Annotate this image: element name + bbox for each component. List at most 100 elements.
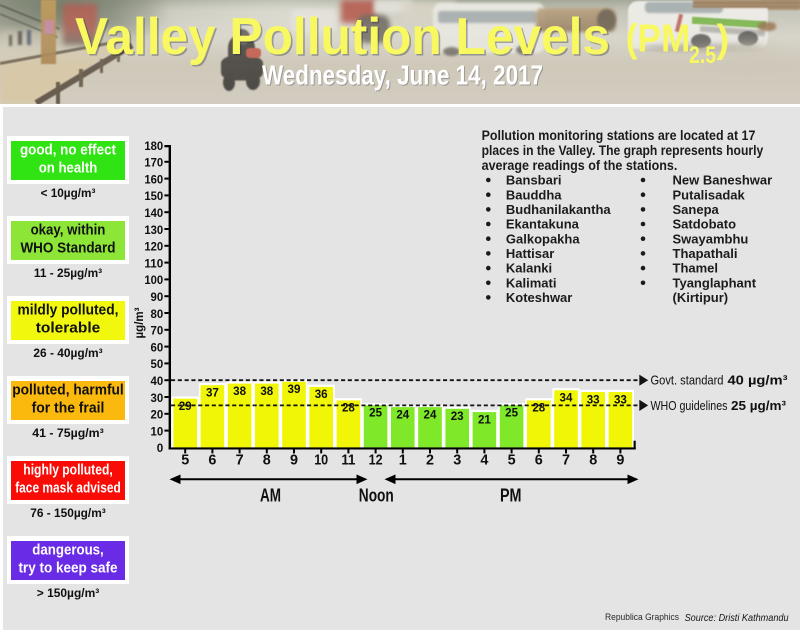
svg-text:2.5: 2.5 — [689, 42, 716, 69]
svg-text:160: 160 — [144, 172, 163, 186]
svg-text:(PM: (PM — [626, 18, 691, 61]
svg-text:180: 180 — [144, 139, 163, 153]
svg-text:11 - 25µg/m³: 11 - 25µg/m³ — [34, 266, 102, 280]
svg-text:Satdobato: Satdobato — [673, 217, 737, 232]
svg-text:38: 38 — [260, 385, 273, 398]
svg-text:11: 11 — [341, 452, 355, 468]
svg-text:36: 36 — [315, 388, 328, 401]
svg-text:41 - 75µg/m³: 41 - 75µg/m³ — [32, 426, 104, 440]
svg-text:5: 5 — [508, 452, 516, 468]
svg-text:AM: AM — [260, 486, 281, 506]
svg-text:90: 90 — [151, 290, 164, 304]
svg-text:6: 6 — [208, 452, 216, 468]
svg-text:170: 170 — [144, 156, 163, 170]
svg-text:30: 30 — [151, 391, 164, 405]
svg-text:highly polluted,: highly polluted, — [23, 463, 112, 479]
svg-text:Hattisar: Hattisar — [506, 246, 554, 261]
svg-text:Kalimati: Kalimati — [506, 275, 557, 290]
svg-text:Pollution monitoring stations: Pollution monitoring stations are locate… — [482, 128, 756, 143]
svg-text:3: 3 — [453, 452, 461, 468]
svg-text:33: 33 — [587, 393, 600, 406]
svg-text:Kalanki: Kalanki — [506, 261, 552, 276]
svg-text:Noon: Noon — [359, 486, 394, 506]
svg-text:WHO guidelines: WHO guidelines — [651, 399, 728, 413]
svg-text:8: 8 — [589, 452, 597, 468]
svg-text:140: 140 — [144, 206, 163, 220]
svg-text:23: 23 — [451, 410, 464, 423]
svg-text:4: 4 — [480, 452, 488, 468]
svg-text:37: 37 — [206, 387, 219, 400]
svg-text:39: 39 — [288, 383, 301, 396]
svg-text:mildly polluted,: mildly polluted, — [18, 303, 119, 319]
svg-text:µg/m³: µg/m³ — [132, 308, 146, 339]
svg-text:80: 80 — [151, 307, 164, 321]
svg-text:12: 12 — [369, 452, 383, 468]
svg-text:33: 33 — [614, 393, 627, 406]
svg-text:Valley Pollution Levels: Valley Pollution Levels — [77, 9, 612, 67]
svg-text:Putalisadak: Putalisadak — [673, 187, 746, 202]
svg-text:Wednesday, June 14, 2017: Wednesday, June 14, 2017 — [262, 60, 543, 91]
svg-text:76 - 150µg/m³: 76 - 150µg/m³ — [30, 506, 106, 520]
svg-text:places in the Valley. The grap: places in the Valley. The graph represen… — [482, 143, 764, 158]
svg-text:2: 2 — [426, 452, 434, 468]
svg-text:New Baneshwar: New Baneshwar — [673, 173, 773, 188]
svg-text:tolerable: tolerable — [36, 320, 101, 336]
svg-text:Koteshwar: Koteshwar — [506, 290, 572, 305]
svg-text:Republica Graphics: Republica Graphics — [605, 612, 679, 623]
svg-text:> 150µg/m³: > 150µg/m³ — [37, 586, 100, 600]
svg-text:50: 50 — [151, 357, 164, 371]
svg-text:60: 60 — [151, 340, 164, 354]
svg-text:38: 38 — [233, 385, 246, 398]
svg-text:Wednesday, June 14, 2017: Wednesday, June 14, 2017 — [263, 61, 544, 92]
svg-text:28: 28 — [532, 402, 545, 415]
svg-text:9: 9 — [290, 452, 298, 468]
svg-text:good, no effect: good, no effect — [20, 143, 116, 159]
svg-text:150: 150 — [144, 189, 163, 203]
svg-text:25: 25 — [505, 407, 518, 420]
svg-text:Thamel: Thamel — [673, 261, 719, 276]
svg-text:10: 10 — [314, 452, 328, 468]
svg-text:7: 7 — [236, 452, 244, 468]
svg-text:34: 34 — [560, 392, 573, 405]
svg-text:Source: Dristi Kathmandu: Source: Dristi Kathmandu — [685, 613, 789, 624]
svg-text:PM: PM — [500, 486, 522, 506]
svg-text:Bauddha: Bauddha — [506, 187, 562, 202]
svg-text:10: 10 — [151, 424, 164, 438]
svg-text:(Kirtipur): (Kirtipur) — [673, 290, 729, 305]
svg-text:25: 25 — [369, 407, 382, 420]
svg-text:9: 9 — [616, 452, 624, 468]
svg-text:face mask advised: face mask advised — [15, 480, 121, 496]
svg-text:for the frail: for the frail — [32, 400, 105, 416]
svg-text:Galkopakha: Galkopakha — [506, 231, 580, 246]
svg-text:120: 120 — [144, 240, 163, 254]
svg-text:28: 28 — [342, 402, 355, 415]
svg-text:20: 20 — [151, 408, 164, 422]
svg-text:): ) — [717, 18, 730, 61]
svg-text:1: 1 — [399, 452, 407, 468]
svg-text:Budhanilakantha: Budhanilakantha — [506, 202, 612, 217]
svg-text:29: 29 — [179, 400, 192, 413]
svg-text:Valley Pollution Levels: Valley Pollution Levels — [75, 7, 610, 65]
svg-text:Thapathali: Thapathali — [673, 246, 738, 261]
svg-text:110: 110 — [144, 256, 163, 270]
svg-text:24: 24 — [396, 408, 409, 421]
svg-text:40: 40 — [151, 374, 164, 388]
svg-text:< 10µg/m³: < 10µg/m³ — [41, 186, 96, 200]
svg-text:Ekantakuna: Ekantakuna — [506, 217, 580, 232]
svg-text:Tyanglaphant: Tyanglaphant — [673, 275, 757, 290]
svg-text:on health: on health — [39, 160, 98, 176]
svg-text:Bansbari: Bansbari — [506, 173, 562, 188]
svg-text:5: 5 — [181, 452, 189, 468]
svg-text:70: 70 — [151, 324, 164, 338]
svg-text:Govt. standard: Govt. standard — [651, 374, 724, 388]
svg-text:40 µg/m³: 40 µg/m³ — [728, 374, 788, 388]
svg-text:0: 0 — [157, 441, 164, 455]
svg-text:26 - 40µg/m³: 26 - 40µg/m³ — [33, 346, 102, 360]
svg-text:8: 8 — [263, 452, 271, 468]
svg-text:25 µg/m³: 25 µg/m³ — [731, 399, 786, 413]
svg-text:24: 24 — [424, 408, 437, 421]
svg-text:Swayambhu: Swayambhu — [673, 231, 749, 246]
svg-text:130: 130 — [144, 223, 163, 237]
svg-text:average readings of the statio: average readings of the stations. — [482, 158, 678, 173]
svg-text:100: 100 — [144, 273, 163, 287]
